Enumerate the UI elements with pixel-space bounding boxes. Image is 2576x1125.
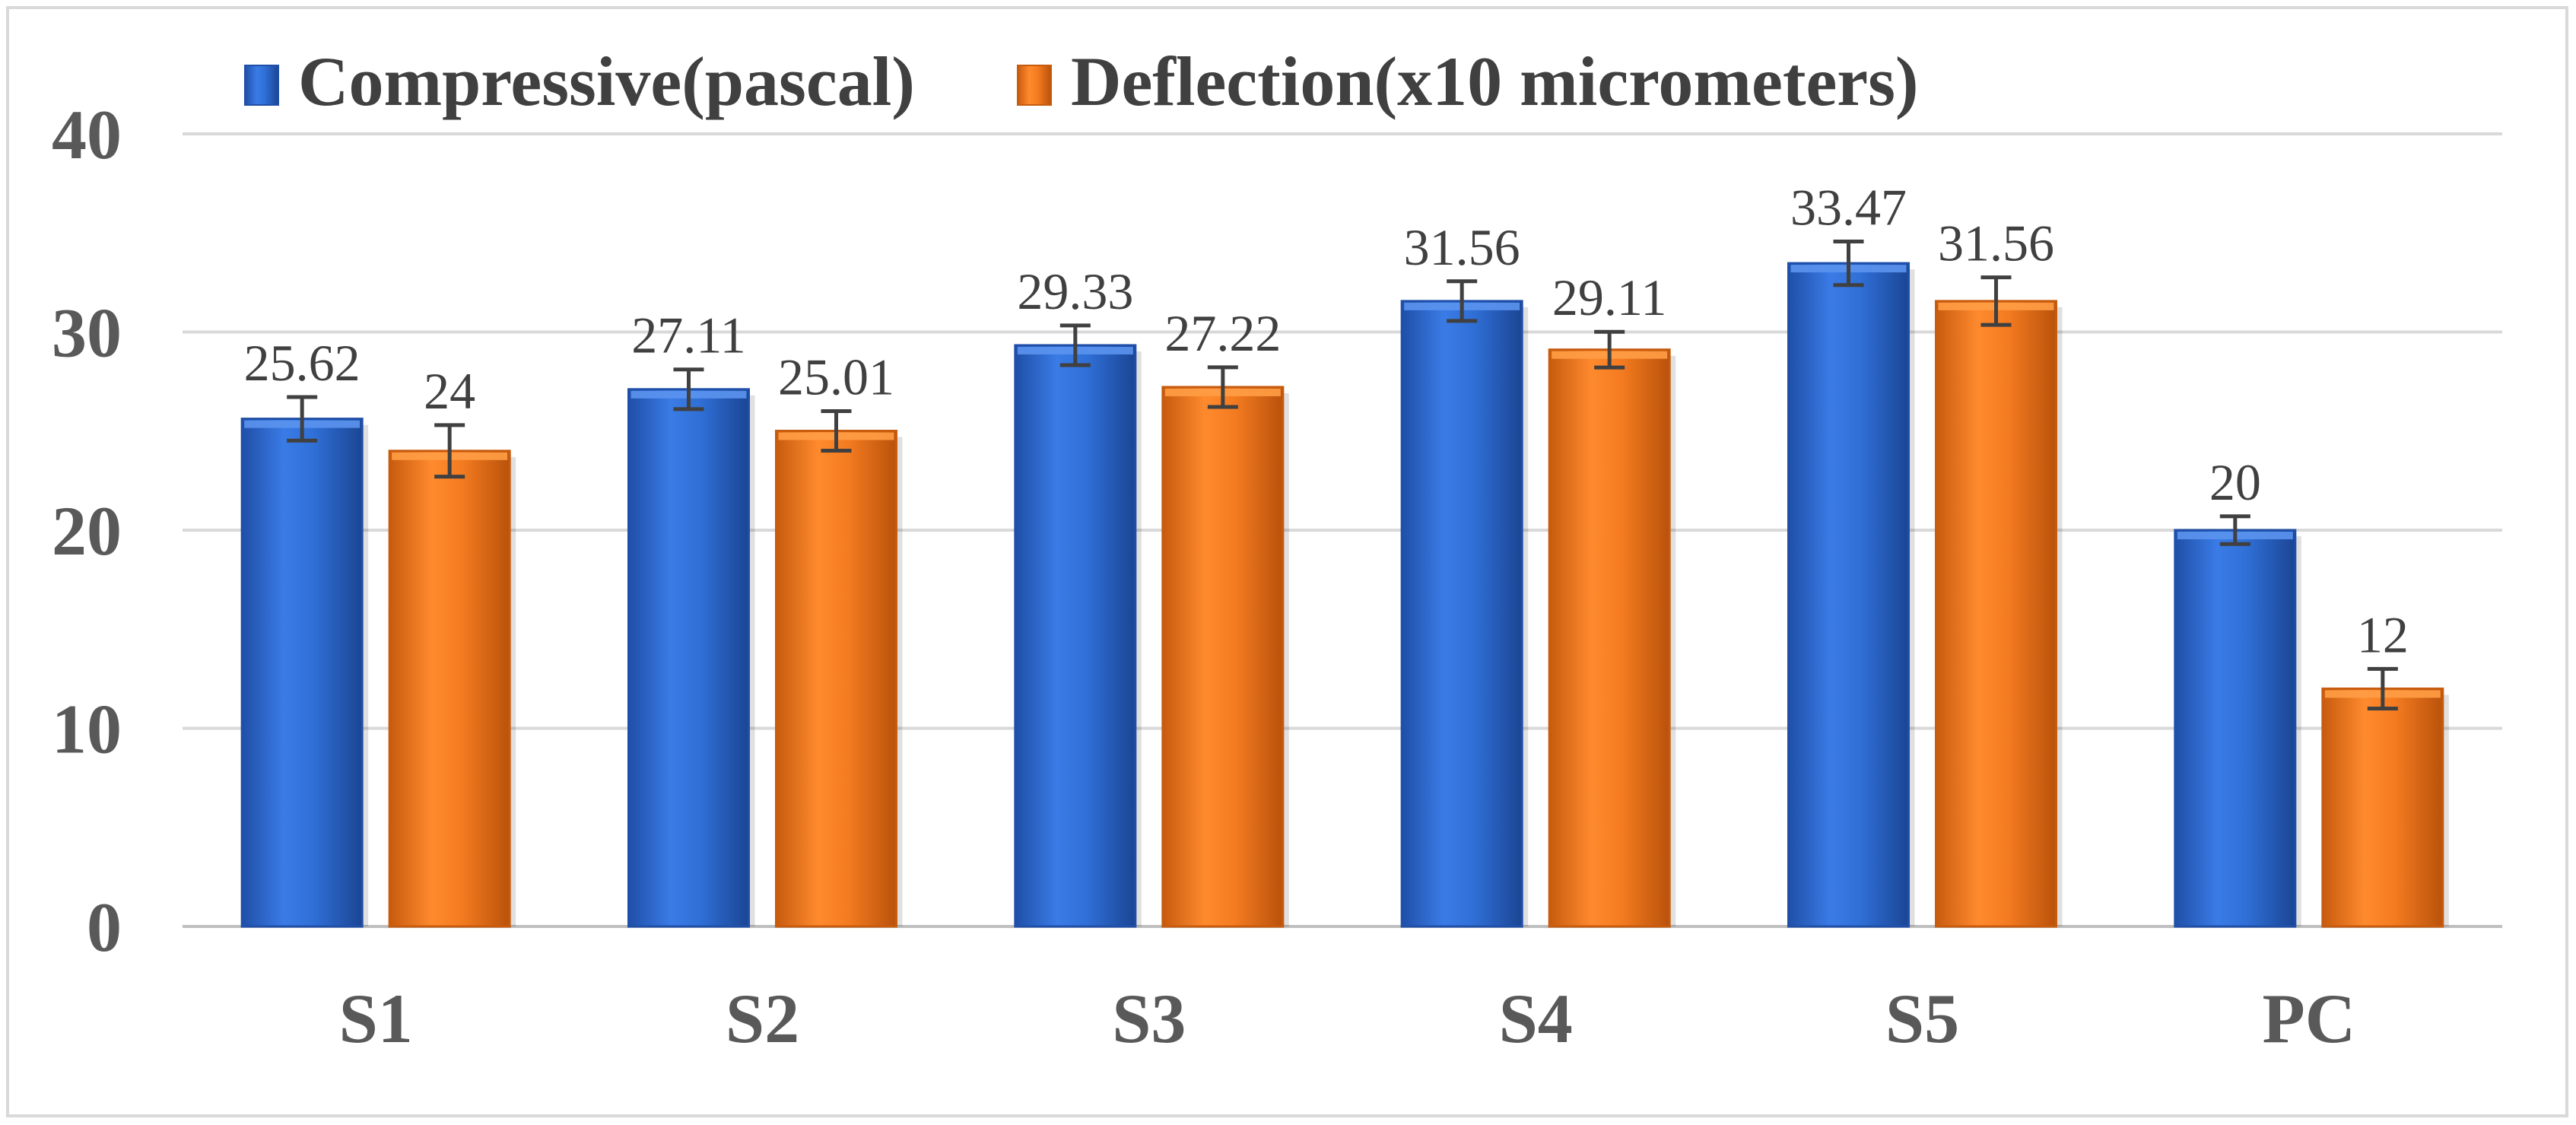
legend-swatch-compressive [244, 65, 279, 106]
data-label: 29.33 [1017, 262, 1133, 320]
data-label: 25.01 [778, 348, 894, 405]
data-label: 31.56 [1404, 218, 1520, 276]
bar-compressive-s2 [627, 388, 750, 928]
bar-deflection-s2 [775, 429, 897, 928]
bar-compressive-s3 [1014, 344, 1137, 928]
data-label: 29.11 [1552, 269, 1666, 326]
data-label: 33.47 [1790, 178, 1907, 236]
y-tick-label: 30 [52, 294, 122, 372]
bar-deflection-s1 [388, 450, 511, 928]
data-labels: 25.62 24 27.11 25.01 29.33 27.22 31.56 29.11 33.… [244, 178, 2409, 663]
legend-label-compressive: Compressive(pascal) [298, 43, 915, 120]
data-label: 31.56 [1938, 215, 2054, 272]
bar-deflection-pc [2321, 687, 2444, 928]
y-tick-label: 20 [52, 492, 122, 570]
x-tick-label: S1 [339, 980, 413, 1057]
data-label: 27.22 [1164, 304, 1281, 362]
x-tick-label: S4 [1499, 980, 1573, 1057]
data-label: 12 [2357, 605, 2409, 663]
gridlines [183, 132, 2502, 730]
x-tick-label: S3 [1112, 980, 1186, 1057]
y-tick-label: 40 [52, 96, 122, 173]
x-tick-label: S2 [726, 980, 799, 1057]
axes: 0 10 20 30 40 S1 S2 S3 S4 S5 PC [52, 96, 2502, 1057]
x-tick-label: S5 [1885, 980, 1959, 1057]
bar-deflection-s5 [1935, 300, 2057, 928]
y-tick-label: 0 [87, 888, 122, 966]
x-tick-label: PC [2263, 980, 2356, 1057]
data-label: 20 [2209, 453, 2261, 511]
bar-compressive-pc [2174, 529, 2297, 928]
bar-deflection-s3 [1161, 386, 1285, 928]
bar-compressive-s4 [1400, 300, 1523, 928]
bar-compressive-s5 [1787, 262, 1910, 928]
legend: Compressive(pascal) Deflection(x10 micro… [244, 43, 1919, 120]
legend-label-deflection: Deflection(x10 micrometers) [1071, 43, 1919, 120]
data-label: 25.62 [244, 334, 361, 392]
y-tick-label: 10 [52, 691, 122, 768]
legend-swatch-deflection [1017, 65, 1052, 106]
data-label: 24 [424, 362, 475, 420]
bar-deflection-s4 [1548, 348, 1671, 928]
data-label: 27.11 [631, 307, 745, 364]
bars [240, 239, 2449, 928]
bar-compressive-s1 [240, 418, 364, 928]
